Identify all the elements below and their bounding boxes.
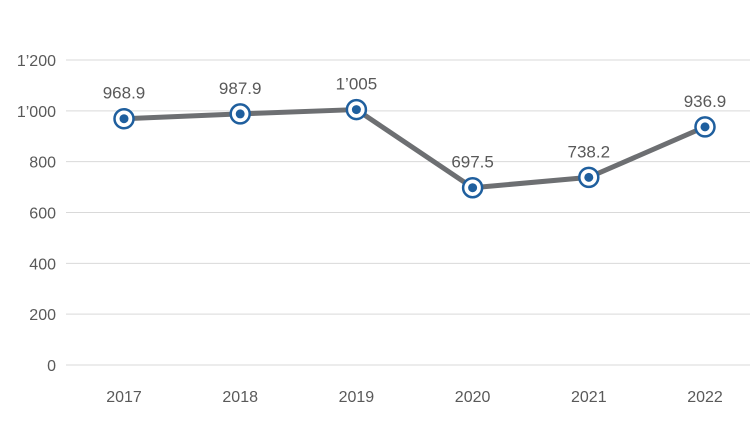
marker-dot — [700, 122, 710, 132]
y-tick-label: 400 — [29, 256, 56, 273]
series-line — [121, 107, 708, 191]
y-tick-label: 1’000 — [17, 104, 56, 121]
x-axis-ticks: 2017 2018 2019 2020 2021 2022 — [106, 389, 723, 406]
x-tick-label: 2019 — [339, 389, 375, 406]
data-label: 987.9 — [219, 79, 262, 98]
y-tick-label: 600 — [29, 206, 56, 223]
marker-dot — [235, 109, 245, 119]
data-labels: 968.9 987.9 1’005 697.5 738.2 936.9 — [103, 75, 727, 172]
data-point — [229, 103, 251, 125]
data-label: 936.9 — [684, 92, 727, 111]
marker-dot — [584, 172, 594, 182]
data-point — [694, 116, 716, 138]
x-tick-label: 2020 — [455, 389, 491, 406]
marker-dot — [468, 183, 478, 193]
series-line-layer — [121, 107, 708, 191]
x-tick-label: 2017 — [106, 389, 142, 406]
gridlines — [66, 59, 750, 366]
data-point — [461, 176, 484, 199]
y-tick-label: 1’200 — [17, 53, 56, 70]
y-axis-ticks: 0 200 400 600 800 1’000 1’200 — [17, 53, 56, 375]
data-label: 697.5 — [451, 153, 494, 172]
data-label: 738.2 — [568, 142, 611, 161]
data-point — [345, 98, 368, 121]
data-point — [578, 166, 600, 189]
y-tick-label: 0 — [47, 358, 56, 375]
x-tick-label: 2021 — [571, 389, 607, 406]
markers — [113, 98, 716, 199]
data-label: 968.9 — [103, 84, 146, 103]
x-tick-label: 2022 — [687, 389, 723, 406]
y-tick-label: 200 — [29, 307, 56, 324]
data-label: 1’005 — [336, 75, 378, 94]
marker-dot — [119, 114, 129, 124]
y-tick-label: 800 — [29, 155, 56, 172]
x-tick-label: 2018 — [222, 389, 258, 406]
data-point — [113, 107, 135, 130]
marker-dot — [351, 105, 361, 115]
